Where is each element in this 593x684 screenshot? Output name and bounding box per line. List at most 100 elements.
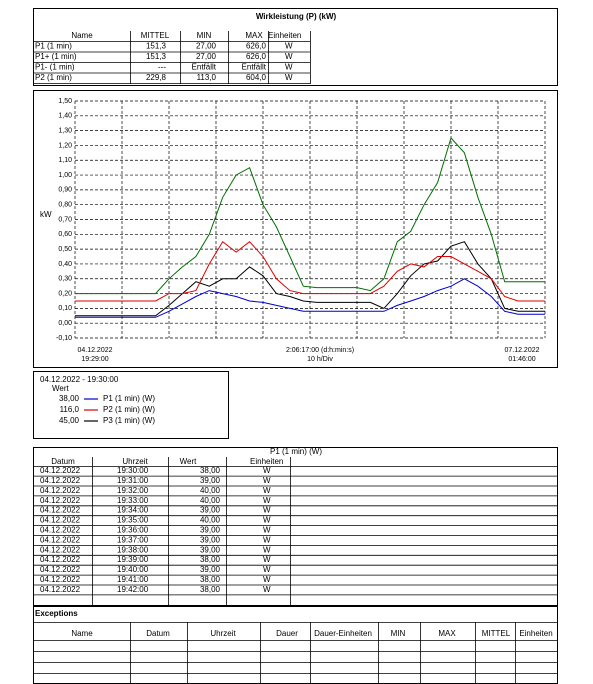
chart-frame [33,90,558,368]
y-tick-label: 0,20 [58,290,72,297]
readings-cell: 04.12.2022 [40,476,81,485]
readings-cell: W [263,535,271,544]
summary-title: Wirkleistung (P) (kW) [256,12,337,21]
exceptions-header: Dauer [276,629,298,638]
exceptions-header: Uhrzeit [210,629,236,638]
cursor-frame [33,371,229,439]
readings-cell: 39,00 [200,545,221,554]
summary-cell: 626,0 [246,42,267,51]
summary-cell: W [285,42,293,51]
summary-cell: 113,0 [197,73,217,82]
readings-frame [33,447,558,606]
y-tick-label: 0,50 [58,246,72,253]
readings-cell: 39,00 [200,476,221,485]
x-tick-label: 2:06:17:00 (d:h:min:s) [286,347,354,354]
readings-cell: W [263,506,271,515]
readings-cell: W [263,476,271,485]
readings-cell: 04.12.2022 [40,545,81,554]
readings-cell: W [263,545,271,554]
exceptions-header: Datum [146,629,170,638]
cursor-header: Wert [52,384,70,393]
readings-cell: W [263,496,271,505]
summary-cell: --- [158,63,166,72]
summary-cell: W [285,52,293,61]
summary-cell: W [285,63,293,72]
readings-cell: 39,00 [200,535,221,544]
readings-cell: 04.12.2022 [40,486,81,495]
readings-cell: W [263,575,271,584]
summary-cell: W [285,73,293,82]
readings-cell: W [263,585,271,594]
y-tick-label: -0,10 [56,335,72,342]
readings-cell: 04.12.2022 [40,516,81,525]
series-line [75,278,545,318]
readings-cell: 04.12.2022 [40,496,81,505]
readings-cell: 04.12.2022 [40,526,81,535]
readings-cell: 38,00 [200,585,221,594]
readings-cell: 19:38:00 [117,545,149,554]
series-line [75,137,545,295]
y-tick-label: 0,70 [58,216,72,223]
readings-cell: W [263,526,271,535]
y-tick-label: 0,00 [58,320,72,327]
y-tick-label: 1,10 [58,157,72,164]
y-tick-label: 0,90 [58,187,72,194]
exceptions-frame [33,606,558,684]
readings-cell: 40,00 [200,516,221,525]
exceptions-header: MIN [391,629,406,638]
readings-header: Einheiten [250,457,283,466]
readings-cell: W [263,516,271,525]
y-tick-label: 0,60 [58,231,72,238]
readings-cell: 04.12.2022 [40,575,81,584]
readings-cell: 04.12.2022 [40,565,81,574]
readings-cell: 19:34:00 [117,506,149,515]
y-tick-label: 1,00 [58,172,72,179]
readings-cell: 19:33:00 [117,496,149,505]
readings-cell: 39,00 [200,526,221,535]
y-tick-label: 1,30 [58,127,72,134]
readings-cell: 04.12.2022 [40,506,81,515]
summary-header: MITTEL [141,31,170,40]
summary-cell: 151,3 [146,42,167,51]
readings-cell: 04.12.2022 [40,585,81,594]
readings-header: Datum [51,457,75,466]
y-tick-label: 0,10 [58,305,72,312]
readings-cell: 40,00 [200,496,221,505]
x-tick-label: 01:46:00 [508,356,535,363]
y-tick-label: 0,30 [58,276,72,283]
summary-cell: 604,0 [246,73,267,82]
y-axis-label: kW [40,210,52,219]
y-tick-label: 1,40 [58,113,72,120]
legend-label: P3 (1 min) (W) [103,416,155,425]
readings-cell: 38,00 [200,575,221,584]
readings-cell: 19:39:00 [117,555,149,564]
x-tick-label: 19:29:00 [81,356,108,363]
readings-cell: 19:40:00 [117,565,149,574]
series-line [75,240,545,302]
exceptions-header: Einheiten [519,629,552,638]
readings-cell: 19:31:00 [117,476,149,485]
readings-cell: 04.12.2022 [40,466,81,475]
x-tick-label: 10 h/Div [307,356,333,363]
summary-header: MIN [197,31,212,40]
y-tick-label: 1,50 [58,98,72,105]
summary-cell: 27,00 [196,42,217,51]
readings-title: P1 (1 min) (W) [270,447,322,456]
summary-frame [33,8,558,86]
readings-cell: 04.12.2022 [40,555,81,564]
summary-header: MAX [245,31,263,40]
series-line [75,241,545,317]
cursor-value: 116,0 [60,405,80,414]
x-tick-label: 04.12.2022 [77,347,112,354]
readings-cell: 38,00 [200,555,221,564]
readings-cell: 19:42:00 [117,585,149,594]
readings-cell: 39,00 [200,565,221,574]
readings-cell: 19:32:00 [117,486,149,495]
exceptions-title: Exceptions [35,609,78,618]
y-tick-label: 0,80 [58,202,72,209]
y-tick-label: 1,20 [58,142,72,149]
summary-cell: P2 (1 min) [35,73,72,82]
readings-cell: 38,00 [200,466,221,475]
y-tick-label: 0,40 [58,261,72,268]
